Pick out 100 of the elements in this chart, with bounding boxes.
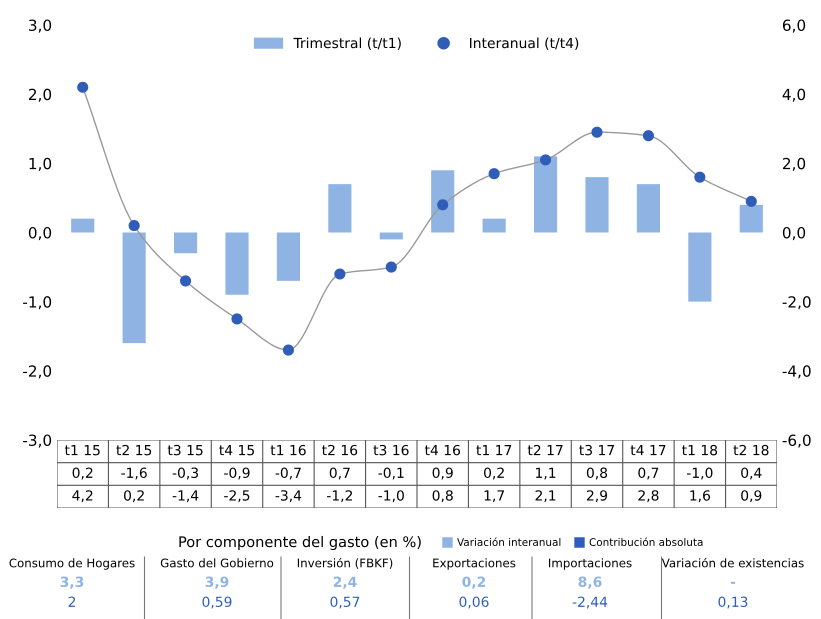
- y-tick-label: 0,0: [28, 226, 52, 240]
- data-label: -: [730, 582, 736, 584]
- data-label: 0,2: [462, 576, 486, 589]
- x-tick-label: t4 16: [424, 444, 460, 456]
- x-tick-label: t1 17: [476, 445, 512, 456]
- x-tick-label: t2 18: [733, 444, 769, 456]
- data-label: -2,44: [572, 596, 608, 608]
- data-label: -1,4: [172, 490, 198, 502]
- data-label: 2: [68, 596, 76, 607]
- y-tick-label: -3,0: [23, 434, 52, 448]
- data-label: 0,7: [638, 468, 658, 480]
- data-label: 0,13: [718, 596, 748, 608]
- category-label: Gasto del Gobierno: [160, 558, 274, 568]
- x-tick-label: t2 16: [322, 444, 358, 456]
- category-label: Importaciones: [549, 558, 632, 570]
- bar: [431, 170, 454, 232]
- data-label: 0,06: [459, 596, 489, 608]
- legend-label: Trimestral (t/t1): [293, 38, 401, 50]
- data-label: -2,5: [224, 490, 250, 502]
- data-label: 0,9: [741, 490, 762, 502]
- bar: [71, 218, 94, 232]
- x-tick-label: t3 17: [579, 444, 614, 456]
- point: [334, 268, 346, 280]
- y2-tick-label: 2,0: [782, 158, 806, 171]
- bar: [740, 204, 763, 232]
- point: [282, 344, 294, 356]
- data-label: 0,8: [586, 468, 608, 480]
- x-tick-label: t2 15: [116, 444, 152, 456]
- point: [231, 313, 243, 325]
- y-tick-label: 2,0: [28, 88, 52, 102]
- bar: [688, 232, 712, 302]
- data-label: -1,0: [378, 490, 404, 502]
- y-tick-label: 1,0: [30, 158, 52, 171]
- data-label: 2,9: [586, 490, 608, 502]
- data-label: 2,8: [638, 490, 659, 502]
- bar: [636, 184, 660, 232]
- point: [488, 168, 500, 180]
- x-tick-label: t1 18: [682, 444, 718, 456]
- data-label: 0,9: [432, 468, 453, 480]
- data-label: 1,1: [536, 468, 556, 480]
- x-tick-label: t4 17: [630, 445, 666, 456]
- y2-tick-label: 6,0: [782, 19, 806, 33]
- data-label: -0,9: [224, 468, 250, 480]
- data-label: 0,57: [330, 596, 360, 608]
- data-label: -1,0: [686, 468, 712, 480]
- bar: [482, 218, 506, 232]
- y2-tick-label: 0,0: [782, 226, 806, 240]
- point: [540, 154, 552, 166]
- data-label: 0,7: [330, 468, 350, 480]
- y2-tick-label: -4,0: [782, 365, 811, 378]
- data-label: 3,3: [60, 576, 84, 589]
- category-label: Variación de existencias: [662, 558, 804, 568]
- y2-tick-label: 4,0: [782, 88, 806, 102]
- data-label: 8,6: [578, 576, 602, 589]
- legend-label: Interanual (t/t4): [470, 38, 578, 50]
- x-tick-label: t4 15: [219, 445, 254, 456]
- data-label: 0,8: [432, 490, 453, 502]
- point: [694, 172, 706, 183]
- point: [386, 262, 397, 273]
- y2-tick-label: -2,0: [782, 296, 811, 310]
- x-tick-label: t3 15: [168, 444, 203, 456]
- y2-tick-label: -6,0: [782, 434, 811, 448]
- x-tick-label: t1 15: [64, 445, 100, 456]
- data-label: -1,2: [326, 490, 352, 502]
- y-tick-label: -2,0: [23, 365, 52, 378]
- x-tick-label: t1 16: [270, 444, 306, 456]
- bar: [276, 232, 300, 281]
- legend-label: Contribución absoluta: [590, 538, 702, 546]
- category-label: Exportaciones: [433, 558, 516, 570]
- bar: [585, 177, 609, 232]
- point: [437, 199, 448, 210]
- data-label: 0,2: [484, 468, 504, 480]
- point: [642, 130, 654, 142]
- category-label: Consumo de Hogares: [9, 558, 135, 570]
- data-label: -3,4: [276, 490, 302, 502]
- data-label: 3,9: [206, 576, 228, 589]
- bar: [380, 232, 403, 240]
- data-label: 0,59: [202, 596, 232, 608]
- point: [746, 196, 757, 207]
- bar: [328, 184, 352, 232]
- point: [180, 275, 192, 286]
- data-label: 0,4: [741, 468, 762, 480]
- bar: [122, 232, 146, 344]
- x-tick-label: t2 17: [528, 444, 563, 456]
- data-label: 0,2: [72, 468, 92, 480]
- x-tick-label: t3 16: [373, 444, 409, 456]
- data-label: 1,6: [690, 490, 710, 502]
- data-label: -1,6: [121, 468, 147, 480]
- bar: [225, 232, 249, 295]
- data-label: -0,1: [378, 468, 404, 480]
- text: Por componente del gasto (en %): [179, 536, 421, 550]
- point: [128, 220, 140, 232]
- y-tick-label: 3,0: [29, 19, 52, 33]
- data-label: 2,1: [536, 490, 556, 502]
- data-label: 4,2: [72, 490, 92, 502]
- legend-label: Variación interanual: [457, 538, 560, 546]
- category-label: Inversión (FBKF): [298, 558, 392, 569]
- y-tick-label: -1,0: [23, 296, 52, 310]
- bar: [174, 232, 198, 254]
- data-label: -0,7: [276, 468, 301, 480]
